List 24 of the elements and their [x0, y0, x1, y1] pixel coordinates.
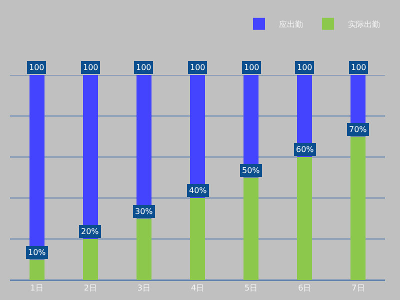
total-label: 100 [136, 63, 152, 72]
data-label: 50% [242, 166, 260, 175]
total-label: 100 [244, 63, 260, 72]
total-label: 100 [29, 63, 44, 72]
bar [82, 75, 98, 239]
data-label: 40% [189, 186, 208, 195]
bar [190, 198, 205, 280]
bar [350, 136, 366, 280]
data-label: 60% [296, 145, 314, 154]
data-label: 30% [135, 207, 154, 216]
data-label: 70% [349, 125, 368, 134]
bar [29, 260, 44, 280]
bar [82, 239, 98, 280]
total-label: 100 [190, 63, 206, 72]
total-label: 100 [351, 63, 366, 72]
bar [136, 75, 152, 218]
total-label: 100 [297, 63, 312, 72]
data-label: 10% [28, 248, 46, 257]
bar [244, 178, 259, 280]
bar [136, 218, 152, 280]
data-label: 20% [81, 227, 100, 236]
bar [297, 157, 312, 280]
total-label: 100 [83, 63, 98, 72]
bar [29, 75, 44, 260]
